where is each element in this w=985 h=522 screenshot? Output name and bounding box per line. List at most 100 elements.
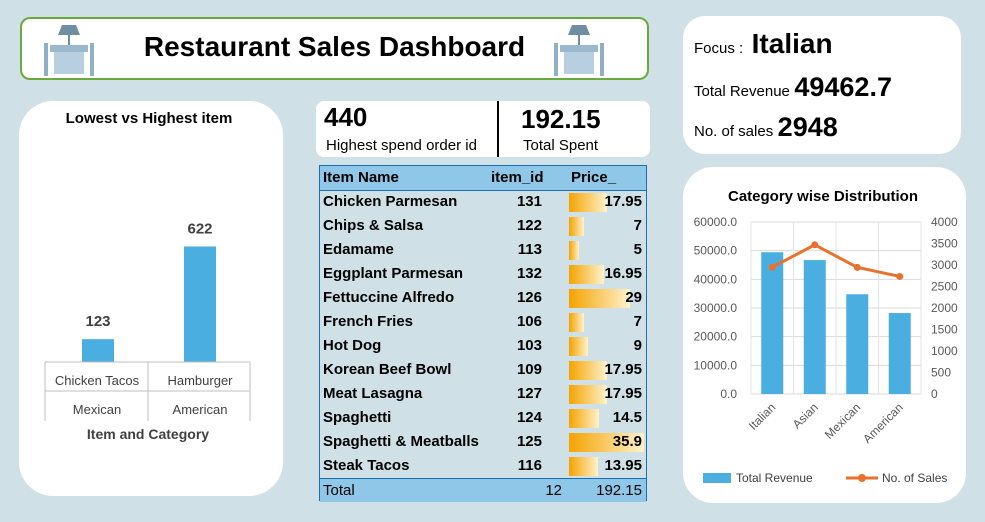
item-name: Edamame	[323, 241, 394, 258]
x-group-american: American	[173, 402, 228, 417]
x-tick-hamburger: Hamburger	[167, 373, 233, 388]
total-count: 12	[545, 482, 562, 499]
order-id-value: 440	[324, 102, 368, 132]
chart-title: Category wise Distribution	[728, 188, 918, 205]
item-price: 29	[625, 289, 642, 306]
table-header-row: Item Name item_id Price_	[320, 166, 646, 191]
category-distribution-chart: Category wise Distribution 0.0 10000.0 200…	[694, 188, 958, 485]
table-row: Korean Beef Bowl 109 17.95	[320, 358, 646, 382]
total-sum: 192.15	[596, 482, 642, 499]
y-left-tick: 60000.0	[694, 215, 738, 229]
revenue-bar	[803, 260, 826, 394]
focus-value: Italian	[751, 28, 833, 59]
total-label: Total	[323, 482, 355, 499]
x-tick-chicken-tacos: Chicken Tacos	[55, 373, 140, 388]
x-axis-title: Item and Category	[87, 426, 209, 442]
x-category-label: Mexican	[822, 400, 863, 441]
item-name: Steak Tacos	[323, 457, 410, 474]
item-price: 7	[633, 217, 642, 234]
price-data-bar	[569, 457, 598, 476]
header-item-id: item_id	[491, 169, 544, 186]
item-id: 122	[516, 217, 542, 234]
item-id: 103	[516, 337, 542, 354]
price-data-bar	[569, 433, 644, 452]
item-price: 17.95	[604, 385, 642, 402]
sales-point	[768, 263, 776, 271]
chart-title: Lowest vs Highest item	[66, 110, 233, 127]
price-data-bar	[569, 289, 630, 308]
item-price: 14.5	[612, 409, 642, 426]
title-banner: Restaurant Sales Dashboard	[20, 17, 649, 80]
price-data-bar	[569, 361, 607, 380]
y-right-tick: 1500	[931, 323, 958, 337]
lowest-highest-chart: Lowest vs Highest item 123 622 Chicken T…	[44, 110, 251, 442]
focus-label: Focus :	[694, 40, 744, 57]
item-name: Eggplant Parmesan	[323, 265, 464, 282]
dining-table-icon	[44, 25, 94, 76]
table-row: Spaghetti 124 14.5	[320, 406, 646, 430]
y-left-tick: 50000.0	[694, 244, 738, 258]
table-row: Chips & Salsa 122 7	[320, 214, 646, 238]
category-distribution-card: Category wise Distribution 0.0 10000.0 200…	[683, 167, 966, 503]
item-price: 9	[633, 337, 642, 354]
price-data-bar	[569, 193, 607, 212]
legend-revenue-label: Total Revenue	[736, 471, 813, 485]
item-name: Chicken Parmesan	[323, 193, 458, 210]
table-total-row: Total 12 192.15	[320, 478, 646, 502]
items-table: Item Name item_id Price_ Chicken Parmesa…	[319, 165, 647, 502]
table-row: Hot Dog 103 9	[320, 334, 646, 358]
table-row: Edamame 113 5	[320, 238, 646, 262]
item-name: French Fries	[323, 313, 414, 330]
sales-point	[811, 241, 819, 249]
item-price: 7	[633, 313, 642, 330]
bar-hamburger	[184, 246, 216, 362]
item-price: 16.95	[604, 265, 642, 282]
data-label-chicken-tacos: 123	[85, 313, 110, 330]
revenue-bar	[761, 252, 784, 394]
price-data-bar	[569, 265, 604, 284]
x-category-label: Asian	[790, 400, 821, 431]
total-revenue-value: 49462.7	[794, 72, 892, 102]
order-id-label: Highest spend order id	[326, 137, 477, 154]
header-price: Price_	[571, 169, 617, 186]
item-price: 13.95	[604, 457, 642, 474]
total-spent-value: 192.15	[521, 104, 601, 134]
legend-sales-label: No. of Sales	[882, 471, 947, 485]
x-category-label: Italian	[746, 400, 779, 433]
y-left-tick: 10000.0	[694, 358, 738, 372]
item-name: Spaghetti & Meatballs	[323, 433, 479, 450]
y-right-tick: 3500	[931, 237, 958, 251]
item-price: 17.95	[604, 193, 642, 210]
table-row: Steak Tacos 116 13.95	[320, 454, 646, 478]
sales-point	[896, 272, 904, 280]
lowest-highest-chart-card: Lowest vs Highest item 123 622 Chicken T…	[19, 101, 283, 496]
item-id: 116	[517, 457, 542, 474]
item-price: 17.95	[604, 361, 642, 378]
no-of-sales-line	[771, 243, 901, 278]
price-data-bar	[569, 337, 588, 356]
item-id: 113	[517, 241, 542, 258]
total-revenue-label: Total Revenue	[694, 83, 790, 100]
y-left-tick: 0.0	[720, 387, 737, 401]
x-category-label: American	[860, 400, 906, 446]
revenue-bar	[888, 313, 911, 394]
item-name: Chips & Salsa	[323, 217, 424, 234]
price-data-bar	[569, 409, 599, 428]
y-left-tick: 30000.0	[694, 301, 738, 315]
price-data-bar	[569, 241, 579, 260]
header-item-name: Item Name	[323, 169, 399, 186]
table-row: Eggplant Parmesan 132 16.95	[320, 262, 646, 286]
item-id: 132	[516, 265, 542, 282]
item-name: Fettuccine Alfredo	[323, 289, 455, 306]
y-right-tick: 0	[931, 387, 938, 401]
y-right-tick: 2500	[931, 280, 958, 294]
y-right-tick: 1000	[931, 344, 958, 358]
sales-point	[853, 263, 861, 271]
table-row: French Fries 106 7	[320, 310, 646, 334]
y-left-tick: 20000.0	[694, 330, 738, 344]
kpi-divider	[497, 101, 499, 157]
item-name: Meat Lasagna	[323, 385, 423, 402]
y-right-tick: 4000	[931, 215, 958, 229]
data-label-hamburger: 622	[187, 220, 212, 237]
total-spent-label: Total Spent	[523, 137, 599, 154]
